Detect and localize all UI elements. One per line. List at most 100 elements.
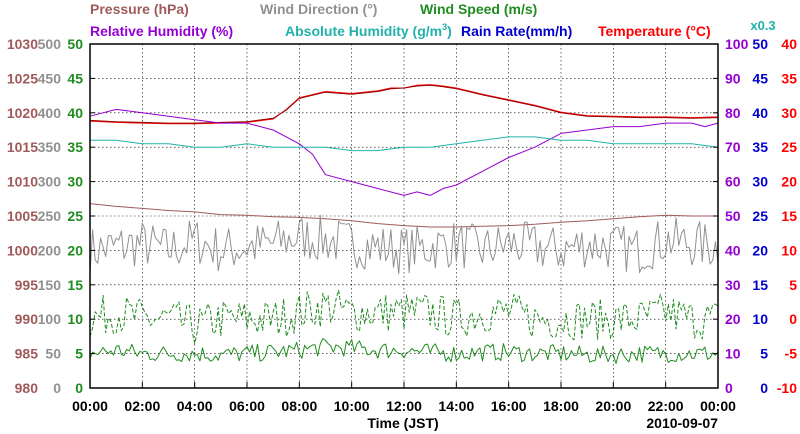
legend-item-6: Temperature (°C) (598, 23, 711, 39)
wind_direction-tick-label: 450 (38, 70, 62, 86)
series-line-wind-direction (89, 215, 719, 275)
wind_direction-tick-label: 0 (53, 380, 61, 396)
wind_direction-tick-label: 500 (38, 36, 62, 52)
series-line-temperature-dark-trace (89, 84, 719, 124)
x-tick-label: 14:00 (438, 398, 474, 414)
scale-note: x0.3 (750, 18, 775, 33)
rain_rate-tick-label: 30 (752, 174, 768, 190)
temperature-tick-label: 20 (781, 174, 797, 190)
pressure-tick-label: 1025 (7, 70, 38, 86)
wind_speed-tick-label: 35 (67, 139, 83, 155)
wind_direction-tick-label: 250 (38, 208, 62, 224)
rain_rate-tick-label: 20 (752, 242, 768, 258)
legend-item-0: Pressure (hPa) (90, 1, 189, 17)
series-line-absolute-humidity (90, 136, 719, 152)
wind_speed-tick-label: 15 (67, 277, 83, 293)
temperature-tick-label: 40 (781, 36, 797, 52)
pressure-tick-label: 980 (15, 380, 39, 396)
wind_speed-tick-label: 20 (67, 242, 83, 258)
x-tick-label: 00:00 (72, 398, 108, 414)
pressure-tick-label: 985 (15, 346, 39, 362)
pressure-tick-label: 1010 (7, 174, 38, 190)
pressure-tick-label: 995 (15, 277, 39, 293)
wind_direction-tick-label: 200 (38, 242, 62, 258)
rain_rate-tick-label: 40 (752, 105, 768, 121)
wind_direction-tick-label: 100 (38, 311, 62, 327)
x-tick-label: 20:00 (595, 398, 631, 414)
humidity-tick-label: 60 (725, 174, 741, 190)
x-axis-title: Time (JST) (367, 415, 438, 431)
rain_rate-tick-label: 5 (760, 346, 768, 362)
x-tick-label: 04:00 (177, 398, 213, 414)
wind_speed-tick-label: 30 (67, 174, 83, 190)
x-tick-label: 16:00 (491, 398, 527, 414)
humidity-tick-label: 30 (725, 277, 741, 293)
x-tick-label: 06:00 (229, 398, 265, 414)
wind_direction-tick-label: 400 (38, 105, 62, 121)
wind_direction-tick-label: 300 (38, 174, 62, 190)
legend-item-2: Wind Speed (m/s) (420, 1, 537, 17)
x-tick-label: 10:00 (334, 398, 370, 414)
humidity-tick-label: 40 (725, 242, 741, 258)
temperature-tick-label: 25 (781, 139, 797, 155)
temperature-tick-label: 0 (789, 311, 797, 327)
legend-close-paren: ) (447, 23, 452, 39)
rain_rate-tick-label: 25 (752, 208, 768, 224)
wind_speed-tick-label: 10 (67, 311, 83, 327)
humidity-tick-label: 90 (725, 70, 741, 86)
wind_speed-tick-label: 45 (67, 70, 83, 86)
rain_rate-tick-label: 50 (752, 36, 768, 52)
wind_speed-tick-label: 50 (67, 36, 83, 52)
rain_rate-tick-label: 0 (760, 380, 768, 396)
humidity-tick-label: 100 (725, 36, 749, 52)
x-tick-label: 18:00 (543, 398, 579, 414)
pressure-tick-label: 1030 (7, 36, 38, 52)
wind_speed-tick-label: 0 (75, 380, 83, 396)
temperature-tick-label: 10 (781, 242, 797, 258)
chart-grid (90, 44, 718, 388)
series-line-relative-humidity (89, 108, 719, 196)
wind_speed-tick-label: 25 (67, 208, 83, 224)
x-tick-label: 12:00 (386, 398, 422, 414)
humidity-tick-label: 20 (725, 311, 741, 327)
temperature-tick-label: 15 (781, 208, 797, 224)
pressure-tick-label: 990 (15, 311, 39, 327)
legend-item-5: Rain Rate(mm/h) (461, 23, 572, 39)
legend-item-1: Wind Direction (°) (260, 1, 377, 17)
x-tick-label: 00:00 (700, 398, 736, 414)
temperature-tick-label: -10 (777, 380, 797, 396)
wind_direction-tick-label: 350 (38, 139, 62, 155)
wind_direction-tick-label: 150 (38, 277, 62, 293)
pressure-tick-label: 1005 (7, 208, 38, 224)
date-label: 2010-09-07 (646, 415, 718, 431)
wind_direction-tick-label: 50 (45, 346, 61, 362)
legend: Pressure (hPa) Wind Direction (°) Wind Spe… (90, 1, 776, 39)
pressure-tick-label: 1000 (7, 242, 38, 258)
legend-superscript: 3 (442, 22, 447, 32)
pressure-tick-label: 1015 (7, 139, 38, 155)
humidity-tick-label: 70 (725, 139, 741, 155)
temperature-tick-label: 30 (781, 105, 797, 121)
x-tick-label: 08:00 (281, 398, 317, 414)
series-line-wind-speed-gust (89, 289, 719, 344)
rain_rate-tick-label: 45 (752, 70, 768, 86)
rain_rate-tick-label: 35 (752, 139, 768, 155)
series-line-pressure (89, 203, 718, 228)
wind_speed-tick-label: 40 (67, 105, 83, 121)
wind_speed-tick-label: 5 (75, 346, 83, 362)
humidity-tick-label: 50 (725, 208, 741, 224)
rain_rate-tick-label: 15 (752, 277, 768, 293)
x-tick-label: 22:00 (648, 398, 684, 414)
humidity-tick-label: 80 (725, 105, 741, 121)
temperature-tick-label: 35 (781, 70, 797, 86)
x-axis: 00:00 02:00 04:00 06:00 08:00 10:00 12:00 14:00… (72, 382, 736, 431)
legend-item-3: Relative Humidity (%) (90, 23, 233, 39)
temperature-tick-label: -5 (785, 346, 798, 362)
rain_rate-tick-label: 10 (752, 311, 768, 327)
humidity-tick-label: 10 (725, 346, 741, 362)
legend-item-4: Absolute Humidity (g/m3) (285, 22, 452, 39)
temperature-tick-label: 5 (789, 277, 797, 293)
pressure-tick-label: 1020 (7, 105, 38, 121)
humidity-tick-label: 0 (725, 380, 733, 396)
